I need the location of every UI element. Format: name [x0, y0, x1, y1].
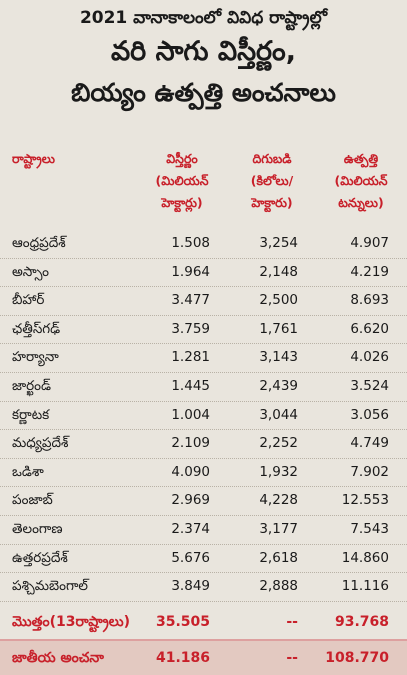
yield-value: 2,500	[259, 292, 298, 309]
header-area: విస్తీర్ణం (మిలియన్ హెక్టార్లు)	[142, 148, 222, 214]
national-production: 108.770	[325, 649, 389, 666]
table-row: బీహార్ 3.477 2,500 8.693	[0, 287, 407, 316]
state-name: ఒడిశా	[12, 463, 44, 480]
table-row: ఆంధ్రప్రదేశ్ 1.508 3,254 4.907	[0, 230, 407, 259]
total-yield: --	[286, 613, 298, 630]
national-label: జాతీయ అంచనా	[12, 649, 104, 666]
header-yield-line-2: (కిలోలు/	[250, 173, 294, 188]
table-row: పంజాబ్ 2.969 4,228 12.553	[0, 487, 407, 516]
total-production: 93.768	[334, 613, 389, 630]
area-value: 2.374	[171, 520, 210, 537]
production-value: 3.524	[350, 377, 389, 394]
yield-value: 2,148	[259, 263, 298, 280]
yield-value: 3,044	[259, 406, 298, 423]
table-row: ఉత్తరప్రదేశ్ 5.676 2,618 14.860	[0, 545, 407, 574]
state-name: పంజాబ్	[12, 492, 53, 509]
header-production-line-1: ఉత్పత్తి	[343, 151, 379, 166]
state-name: జార్ఖండ్	[12, 377, 51, 394]
table-row: హర్యానా 1.281 3,143 4.026	[0, 344, 407, 373]
yield-value: 2,439	[259, 377, 298, 394]
area-value: 3.849	[171, 578, 210, 595]
table-row: అస్సాం 1.964 2,148 4.219	[0, 259, 407, 288]
state-name: కర్ణాటక	[12, 406, 50, 423]
table-row: తెలంగాణ 2.374 3,177 7.543	[0, 516, 407, 545]
area-value: 2.969	[171, 492, 210, 509]
state-name: అస్సాం	[12, 263, 49, 280]
yield-value: 4,228	[259, 492, 298, 509]
state-name: పశ్చిమబెంగాల్	[12, 578, 88, 595]
production-value: 3.056	[350, 406, 389, 423]
table-row: పశ్చిమబెంగాల్ 3.849 2,888 11.116	[0, 573, 407, 602]
national-area: 41.186	[155, 649, 210, 666]
national-row: జాతీయ అంచనా 41.186 -- 108.770	[0, 640, 407, 675]
header-production-line-3: టన్నులు)	[338, 195, 384, 210]
state-name: తెలంగాణ	[12, 520, 63, 537]
area-value: 1.964	[171, 263, 210, 280]
production-value: 11.116	[341, 578, 389, 595]
table-body: ఆంధ్రప్రదేశ్ 1.508 3,254 4.907 అస్సాం 1.964 2…	[0, 230, 407, 602]
title-line-1: 2021 వానాకాలంలో వివిధ రాష్ట్రాల్లో	[79, 8, 328, 28]
title-line-2: వరి సాగు విస్తీర్ణం,	[110, 36, 297, 67]
header-production: ఉత్పత్తి (మిలియన్ టన్నులు)	[318, 148, 404, 214]
yield-value: 1,761	[259, 320, 298, 337]
state-name: హర్యానా	[12, 349, 59, 366]
production-value: 4.219	[350, 263, 389, 280]
area-value: 2.109	[171, 435, 210, 452]
area-value: 4.090	[171, 463, 210, 480]
header-yield-line-3: హెక్టారు)	[251, 195, 293, 210]
header-yield-line-1: దిగుబడి	[252, 151, 292, 166]
area-value: 1.004	[171, 406, 210, 423]
state-name: బీహార్	[12, 292, 45, 309]
header-area-line-3: హెక్టార్లు)	[161, 195, 203, 210]
header-area-line-1: విస్తీర్ణం	[166, 151, 198, 166]
table-row: జార్ఖండ్ 1.445 2,439 3.524	[0, 373, 407, 402]
yield-value: 2,618	[259, 549, 298, 566]
table-row: ఒడిశా 4.090 1,932 7.902	[0, 459, 407, 488]
yield-value: 1,932	[259, 463, 298, 480]
production-value: 7.902	[350, 463, 389, 480]
area-value: 3.477	[171, 292, 210, 309]
yield-value: 3,254	[259, 235, 298, 251]
title-line-3: బియ్యం ఉత్పత్తి అంచనాలు	[71, 78, 336, 107]
production-value: 4.026	[350, 349, 389, 366]
state-name: ఉత్తరప్రదేశ్	[12, 549, 68, 566]
state-name: ఛత్తీస్‌గఢ్	[12, 320, 61, 337]
area-value: 5.676	[171, 549, 210, 566]
state-name: మధ్యప్రదేశ్	[12, 435, 69, 452]
production-value: 4.907	[350, 235, 389, 251]
table-header: రాష్ట్రాలు విస్తీర్ణం (మిలియన్ హెక్టార్ల…	[0, 124, 407, 230]
production-value: 7.543	[350, 520, 389, 537]
area-value: 1.445	[171, 377, 210, 394]
total-label: మొత్తం(13రాష్ట్రాలు)	[12, 613, 130, 630]
header-production-line-2: (మిలియన్	[334, 173, 388, 188]
production-value: 14.860	[341, 549, 389, 566]
state-name: ఆంధ్రప్రదేశ్	[12, 235, 66, 251]
title-block: 2021 వానాకాలంలో వివిధ రాష్ట్రాల్లో వరి స…	[0, 0, 407, 124]
production-value: 4.749	[350, 435, 389, 452]
national-yield: --	[286, 649, 298, 666]
table-row: ఛత్తీస్‌గఢ్ 3.759 1,761 6.620	[0, 316, 407, 345]
area-value: 3.759	[171, 320, 210, 337]
header-area-line-2: (మిలియన్	[155, 173, 209, 188]
total-row: మొత్తం(13రాష్ట్రాలు) 35.505 -- 93.768	[0, 605, 407, 639]
yield-value: 3,177	[259, 520, 298, 537]
yield-value: 2,252	[259, 435, 298, 452]
header-state: రాష్ట్రాలు	[12, 151, 55, 166]
table-row: కర్ణాటక 1.004 3,044 3.056	[0, 402, 407, 431]
yield-value: 3,143	[259, 349, 298, 366]
production-value: 6.620	[350, 320, 389, 337]
table-row: మధ్యప్రదేశ్ 2.109 2,252 4.749	[0, 430, 407, 459]
production-value: 8.693	[350, 292, 389, 309]
divider	[0, 638, 407, 641]
area-value: 1.508	[171, 235, 210, 251]
yield-value: 2,888	[259, 578, 298, 595]
header-yield: దిగుబడి (కిలోలు/ హెక్టారు)	[232, 148, 312, 214]
total-area: 35.505	[155, 613, 210, 630]
production-value: 12.553	[341, 492, 389, 509]
area-value: 1.281	[171, 349, 210, 366]
